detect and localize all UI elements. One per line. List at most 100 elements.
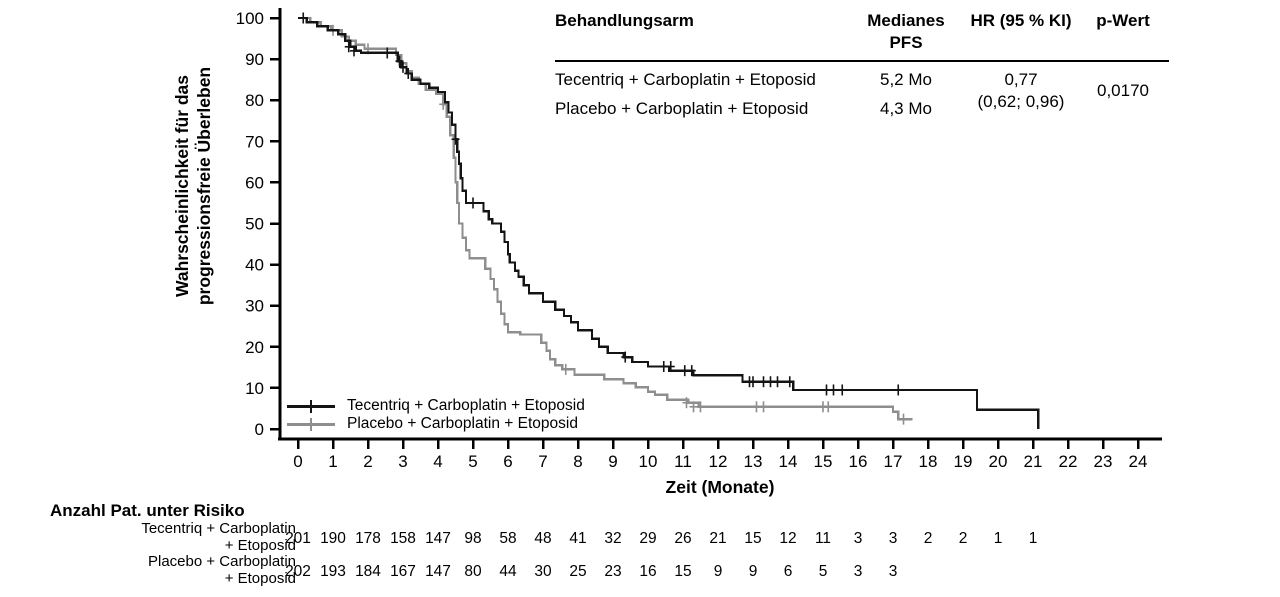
risk-count: 190 xyxy=(320,530,346,547)
risk-count: 3 xyxy=(888,530,898,547)
x-tick-label: 17 xyxy=(884,452,903,471)
risk-count: 3 xyxy=(853,530,863,547)
risk-count: 5 xyxy=(818,563,828,580)
risk-count: 3 xyxy=(888,563,898,580)
risk-count: 167 xyxy=(390,563,416,580)
y-axis-title-line2: progressionsfreie Überleben xyxy=(194,66,214,306)
risk-count: 201 xyxy=(285,530,311,547)
risk-table-title: Anzahl Pat. unter Risiko xyxy=(50,501,245,520)
results-table: Behandlungsarm Medianes PFS HR (95 % KI)… xyxy=(555,10,1169,120)
legend-item-tecentriq: Tecentriq + Carboplatin + Etoposid xyxy=(287,397,585,415)
risk-count: 48 xyxy=(534,530,552,547)
risk-count: 98 xyxy=(464,530,482,547)
results-col-hr: HR (95 % KI) xyxy=(970,11,1072,30)
risk-count: 147 xyxy=(425,530,451,547)
risk-count: 21 xyxy=(709,530,727,547)
y-tick-label: 50 xyxy=(245,215,264,234)
x-tick-label: 18 xyxy=(919,452,938,471)
risk-count: 16 xyxy=(639,563,657,580)
x-tick-label: 21 xyxy=(1024,452,1043,471)
y-tick-label: 20 xyxy=(245,338,264,357)
x-tick-label: 13 xyxy=(744,452,763,471)
x-tick-label: 6 xyxy=(503,452,512,471)
risk-count: 1 xyxy=(993,530,1003,547)
risk-count: 29 xyxy=(639,530,657,547)
risk-count: 178 xyxy=(355,530,381,547)
legend-label-placebo: Placebo + Carboplatin + Etoposid xyxy=(347,415,578,432)
x-tick-label: 16 xyxy=(849,452,868,471)
risk-count: 15 xyxy=(744,530,762,547)
risk-count: 9 xyxy=(713,563,723,580)
risk-count: 32 xyxy=(604,530,622,547)
results-row-pfs: 4,3 Mo xyxy=(880,99,932,118)
risk-count: 184 xyxy=(355,563,381,580)
results-row-pfs: 5,2 Mo xyxy=(880,70,932,89)
results-header-rule xyxy=(555,60,1169,62)
hr-value: 0,77 xyxy=(1004,70,1038,89)
legend-label-tecentriq: Tecentriq + Carboplatin + Etoposid xyxy=(347,397,585,414)
y-tick-label: 90 xyxy=(245,50,264,69)
results-row-arm: Tecentriq + Carboplatin + Etoposid xyxy=(555,70,816,89)
risk-count: 11 xyxy=(814,530,832,547)
risk-count: 3 xyxy=(853,563,863,580)
risk-row-label-tecentriq: Tecentriq + Carboplatin + Etoposid xyxy=(141,520,296,554)
hr-ci: (0,62; 0,96) xyxy=(977,92,1065,111)
risk-count: 2 xyxy=(923,530,933,547)
risk-count: 202 xyxy=(285,563,311,580)
x-tick-label: 5 xyxy=(468,452,477,471)
x-tick-label: 2 xyxy=(363,452,372,471)
legend: Tecentriq + Carboplatin + Etoposid Place… xyxy=(287,397,585,433)
x-tick-label: 9 xyxy=(608,452,617,471)
x-tick-label: 12 xyxy=(709,452,728,471)
risk-count: 26 xyxy=(674,530,692,547)
tecentriq-line-sample-icon xyxy=(287,397,335,415)
y-tick-label: 70 xyxy=(245,132,264,151)
y-tick-label: 10 xyxy=(245,379,264,398)
x-tick-label: 15 xyxy=(814,452,833,471)
x-tick-label: 3 xyxy=(398,452,407,471)
x-tick-label: 14 xyxy=(779,452,798,471)
y-tick-label: 40 xyxy=(245,256,264,275)
legend-item-placebo: Placebo + Carboplatin + Etoposid xyxy=(287,415,585,433)
risk-count: 15 xyxy=(674,563,692,580)
x-tick-label: 8 xyxy=(573,452,582,471)
y-tick-label: 80 xyxy=(245,91,264,110)
results-col-arm: Behandlungsarm xyxy=(555,11,694,30)
km-curve xyxy=(298,16,1040,429)
risk-count: 2 xyxy=(958,530,968,547)
risk-count: 30 xyxy=(534,563,552,580)
risk-count: 41 xyxy=(569,530,587,547)
risk-count: 9 xyxy=(748,563,758,580)
x-tick-label: 7 xyxy=(538,452,547,471)
results-col-pfs: Medianes PFS xyxy=(867,11,945,52)
y-tick-label: 100 xyxy=(236,9,264,28)
risk-count: 6 xyxy=(783,563,793,580)
placebo-line-sample-icon xyxy=(287,415,335,433)
risk-count: 23 xyxy=(604,563,622,580)
y-tick-label: 30 xyxy=(245,297,264,316)
x-axis-title: Zeit (Monate) xyxy=(665,477,775,497)
x-tick-label: 20 xyxy=(989,452,1008,471)
p-value: 0,0170 xyxy=(1097,81,1149,100)
x-tick-label: 24 xyxy=(1129,452,1148,471)
risk-count: 1 xyxy=(1028,530,1038,547)
x-tick-label: 4 xyxy=(433,452,442,471)
risk-count: 58 xyxy=(499,530,517,547)
risk-count: 12 xyxy=(779,530,797,547)
y-tick-label: 60 xyxy=(245,173,264,192)
x-tick-label: 0 xyxy=(293,452,302,471)
results-col-p: p-Wert xyxy=(1096,11,1150,30)
x-tick-label: 22 xyxy=(1059,452,1078,471)
x-tick-label: 11 xyxy=(674,452,692,471)
y-axis-title-line1: Wahrscheinlichkeit für das xyxy=(172,74,192,298)
x-tick-label: 10 xyxy=(639,452,658,471)
results-hr-value-block: 0,77 (0,62; 0,96) xyxy=(965,62,1077,120)
x-tick-label: 23 xyxy=(1094,452,1113,471)
x-tick-label: 19 xyxy=(954,452,973,471)
y-axis-title: Wahrscheinlichkeit für das progressionsf… xyxy=(171,0,217,401)
y-tick-label: 0 xyxy=(255,420,264,439)
risk-count: 193 xyxy=(320,563,346,580)
risk-count: 80 xyxy=(464,563,482,580)
